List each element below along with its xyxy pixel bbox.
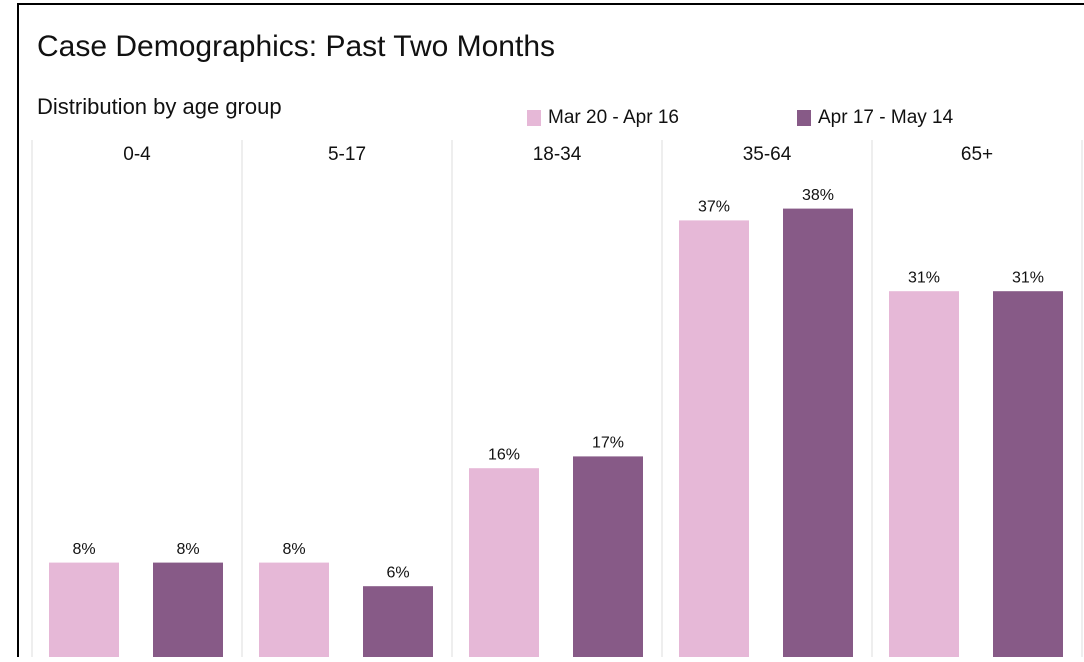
bar bbox=[363, 586, 433, 657]
frame bbox=[17, 3, 1084, 662]
chart-subtitle: Distribution by age group bbox=[37, 94, 282, 119]
bar bbox=[469, 468, 539, 657]
bar bbox=[783, 208, 853, 657]
bar bbox=[49, 562, 119, 657]
legend-label: Mar 20 - Apr 16 bbox=[548, 107, 679, 128]
value-label: 17% bbox=[592, 435, 624, 452]
value-label: 37% bbox=[698, 199, 730, 216]
bar bbox=[993, 291, 1063, 657]
legend-label: Apr 17 - May 14 bbox=[818, 107, 954, 128]
bar bbox=[679, 220, 749, 657]
category-label: 18-34 bbox=[533, 144, 582, 165]
category-label: 5-17 bbox=[328, 144, 366, 165]
bar bbox=[259, 562, 329, 657]
value-label: 38% bbox=[802, 187, 834, 204]
category-label: 65+ bbox=[961, 144, 993, 165]
value-label: 16% bbox=[488, 446, 520, 463]
category-label: 35-64 bbox=[743, 144, 792, 165]
bar bbox=[153, 562, 223, 657]
value-label: 8% bbox=[282, 541, 305, 558]
category-label: 0-4 bbox=[123, 144, 151, 165]
value-label: 8% bbox=[176, 541, 199, 558]
bar bbox=[573, 456, 643, 657]
legend-swatch bbox=[797, 110, 811, 126]
legend-swatch bbox=[527, 110, 541, 126]
bar bbox=[889, 291, 959, 657]
chart-title: Case Demographics: Past Two Months bbox=[37, 30, 555, 63]
value-label: 8% bbox=[72, 541, 95, 558]
value-label: 31% bbox=[908, 269, 940, 286]
value-label: 6% bbox=[386, 564, 409, 581]
value-label: 31% bbox=[1012, 269, 1044, 286]
